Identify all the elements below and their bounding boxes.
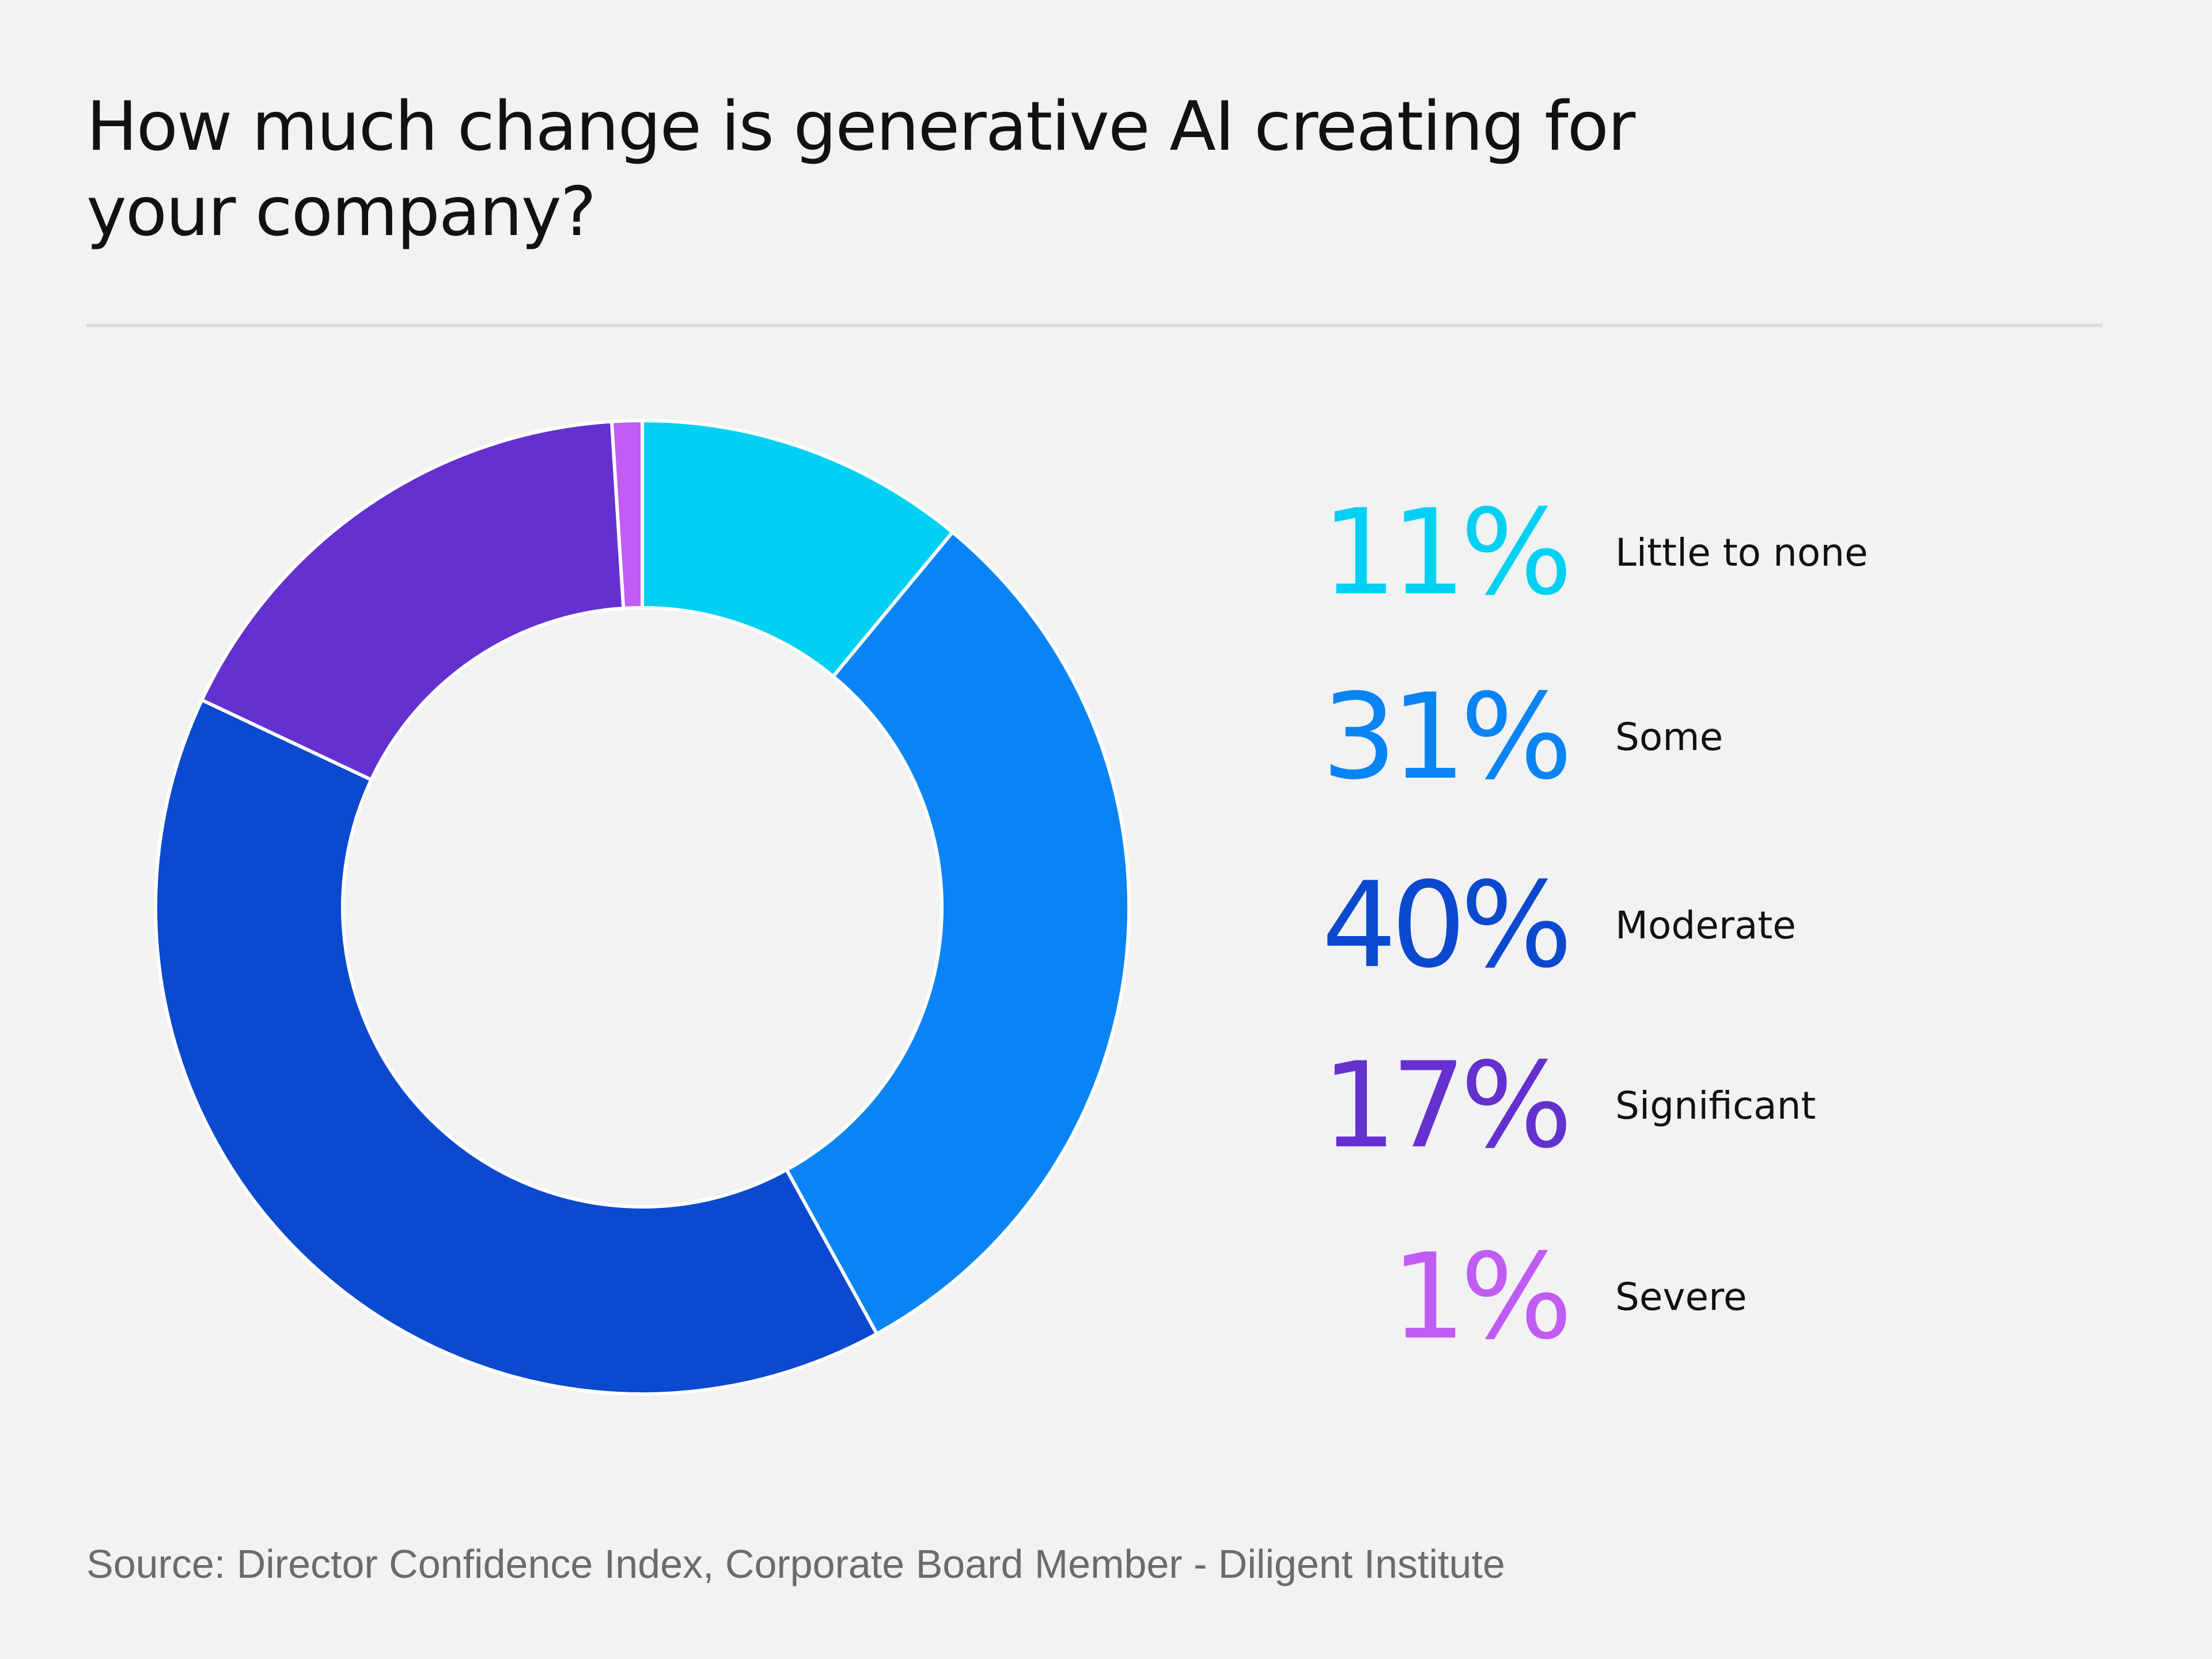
- legend-item-significant: 17% Significant: [1181, 1037, 2160, 1175]
- legend-item-little-to-none: 11% Little to none: [1181, 484, 2160, 622]
- data-label: 11%: [1321, 484, 1573, 622]
- data-label: 17%: [1321, 1037, 1573, 1175]
- legend-item-moderate: 40% Moderate: [1181, 857, 2160, 995]
- legend-item-severe: 1% Severe: [1181, 1228, 2160, 1366]
- data-label: 40%: [1321, 857, 1573, 994]
- legend-label: Severe: [1615, 1275, 1747, 1319]
- legend-label: Little to none: [1615, 531, 1868, 575]
- donut-slice-moderate: [154, 698, 879, 1396]
- legend-item-some: 31% Some: [1181, 668, 2160, 806]
- title-divider: [86, 324, 2103, 327]
- chart-title: How much change is generative AI creatin…: [86, 86, 1635, 251]
- donut-slice-little-to-none: [641, 419, 955, 679]
- donut-slice-severe: [609, 419, 644, 611]
- donut-slice-significant: [200, 419, 626, 782]
- data-label: 31%: [1321, 669, 1573, 806]
- legend-label: Some: [1615, 715, 1724, 759]
- data-label: 1%: [1391, 1229, 1573, 1366]
- donut-chart: [154, 419, 1131, 1396]
- source-note: Source: Director Confidence Index, Corpo…: [86, 1541, 1505, 1586]
- legend-label: Moderate: [1615, 903, 1796, 948]
- legend-label: Significant: [1615, 1084, 1816, 1128]
- donut-slice-some: [785, 530, 1131, 1336]
